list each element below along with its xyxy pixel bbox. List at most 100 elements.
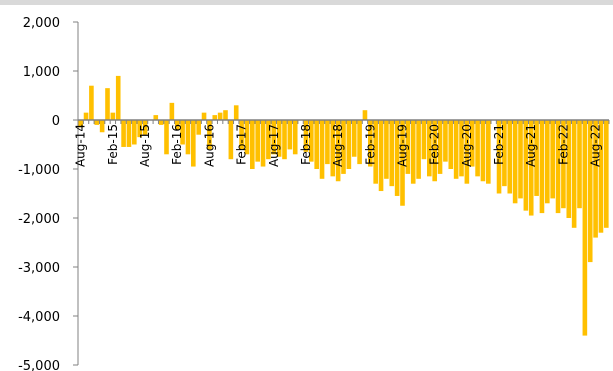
x-tick-label: Feb-15 [106, 124, 120, 165]
bar-May-20 [448, 120, 454, 169]
bar-Nov-18 [351, 120, 357, 157]
bar-Nov-19 [416, 120, 421, 179]
bar-Sep-16 [212, 115, 218, 120]
x-tick-label: Aug-22 [589, 124, 603, 167]
bar-Aug-15 [142, 120, 148, 135]
bar-Jul-22 [587, 120, 593, 263]
bar-Apr-15 [121, 120, 126, 147]
bar-Oct-15 [153, 115, 159, 120]
bar-Sep-22 [598, 120, 604, 233]
bar-Nov-16 [223, 110, 228, 120]
x-tick-label: Feb-22 [556, 124, 570, 165]
bar-Mar-18 [309, 120, 314, 162]
bar-Aug-16 [207, 120, 212, 150]
bar-May-17 [255, 120, 260, 162]
bar-Jun-17 [260, 120, 266, 167]
bar-Apr-22 [571, 120, 577, 228]
bar-Apr-16 [185, 120, 191, 155]
x-tick-label: Aug-19 [396, 124, 410, 167]
bar-Aug-14 [78, 120, 83, 128]
bar-Jul-15 [137, 120, 142, 138]
bar-May-15 [126, 120, 132, 147]
bar-Dec-17 [292, 120, 298, 155]
bar-May-21 [512, 120, 518, 204]
bar-Jun-20 [453, 120, 459, 179]
y-axis: 2,000 1,000 0 -1,000 -2,000 -3,000 -4,000 -5,00… [18, 16, 79, 371]
bar-Jan-15 [105, 88, 110, 120]
bar-Jul-21 [523, 120, 529, 211]
y-tick-label: -2,000 [18, 212, 60, 227]
bar-Mar-17 [244, 120, 250, 155]
bar-Oct-16 [217, 112, 223, 120]
bar-Dec-20 [486, 120, 491, 184]
y-tick-label: 2,000 [23, 16, 60, 31]
bar-Sep-20 [469, 120, 475, 167]
x-tick-label: Aug-20 [460, 124, 474, 167]
bar-Jun-21 [518, 120, 523, 199]
bar-Jul-20 [459, 120, 464, 177]
bar-Dec-15 [164, 120, 169, 155]
x-tick-label: Feb-20 [428, 124, 442, 165]
x-axis: Aug-14 Feb-15 Aug-15 Feb-16 Aug-16 Feb-17 Aug-… [74, 119, 610, 167]
bar-Nov-21 [545, 120, 550, 204]
bar-Feb-15 [110, 112, 116, 120]
bar-Aug-18 [335, 120, 341, 182]
bar-Nov-17 [287, 120, 293, 150]
bar-Oct-19 [410, 120, 416, 184]
bar-Jul-18 [330, 120, 336, 177]
bar-Feb-19 [368, 120, 373, 167]
bar-Aug-20 [464, 120, 470, 184]
bar-Apr-20 [443, 120, 448, 162]
bar-Oct-14 [89, 85, 94, 120]
top-border [0, 0, 613, 5]
bar-Mar-21 [502, 120, 507, 187]
x-tick-label: Feb-16 [170, 124, 184, 165]
bar-Oct-17 [282, 120, 287, 160]
bar-Oct-20 [475, 120, 480, 177]
bar-Sep-19 [405, 120, 411, 174]
bar-Dec-18 [357, 120, 362, 165]
bar-Nov-15 [158, 120, 164, 125]
bar-Jun-15 [132, 120, 137, 145]
x-tick-label: Feb-17 [235, 124, 249, 165]
x-tick-label: Feb-18 [299, 124, 313, 165]
bar-May-22 [577, 120, 582, 209]
y-tick-label: 1,000 [23, 65, 60, 80]
bar-May-19 [384, 120, 389, 179]
bar-Aug-17 [271, 120, 277, 155]
bar-Jan-22 [555, 120, 561, 214]
bar-Dec-21 [550, 120, 555, 199]
x-tick-label: Aug-21 [524, 124, 538, 167]
y-tick-label: 0 [52, 114, 60, 129]
y-tick-label: -5,000 [18, 359, 60, 371]
bar-Dec-19 [421, 120, 427, 160]
bar-Feb-16 [174, 120, 180, 130]
x-tick-label: Aug-14 [74, 124, 88, 167]
bar-Mar-16 [180, 120, 185, 145]
bar-May-18 [319, 120, 325, 179]
bar-Sep-21 [534, 120, 539, 196]
bar-Aug-19 [400, 120, 405, 206]
y-tick-label: -1,000 [18, 163, 60, 178]
bar-Mar-20 [437, 120, 443, 174]
bar-Nov-14 [94, 120, 100, 125]
bar-Jun-22 [582, 120, 588, 336]
x-tick-label: Feb-21 [492, 124, 506, 165]
y-tick-label: -4,000 [18, 310, 60, 325]
bar-Feb-17 [239, 120, 244, 150]
bar-Aug-22 [593, 120, 598, 238]
x-tick-label: Aug-15 [138, 124, 152, 167]
y-tick-label: -3,000 [18, 261, 60, 276]
bar-Mar-15 [115, 75, 121, 120]
bar-Jan-17 [233, 105, 239, 120]
bar-Dec-16 [228, 120, 234, 160]
x-tick-label: Aug-18 [331, 124, 345, 167]
bar-Sep-17 [276, 120, 282, 157]
bar-Oct-22 [604, 120, 609, 228]
bar-Jan-19 [362, 110, 368, 120]
bar-Jul-16 [201, 112, 207, 120]
bar-Apr-21 [507, 120, 513, 194]
bar-Apr-18 [314, 120, 319, 169]
bar-Jan-20 [427, 120, 432, 177]
